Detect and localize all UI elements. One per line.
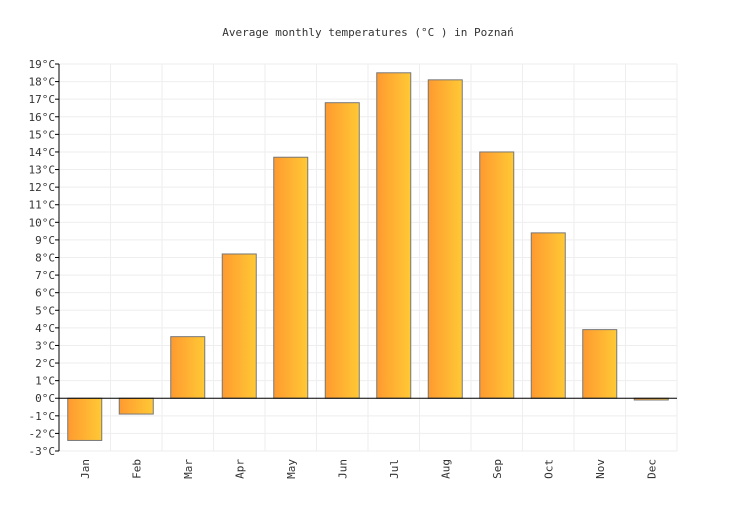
bar-mar bbox=[170, 336, 206, 399]
y-tick-label: 3°C bbox=[35, 339, 55, 352]
y-tick-label: 4°C bbox=[35, 322, 55, 335]
x-tick-label: Apr bbox=[233, 459, 246, 479]
y-tick-label: -3°C bbox=[29, 445, 56, 458]
bar-oct bbox=[530, 232, 566, 399]
y-tick-label: 13°C bbox=[29, 164, 56, 177]
y-tick-label: 1°C bbox=[35, 375, 55, 388]
bar-jul bbox=[376, 72, 412, 399]
y-tick-label: -2°C bbox=[29, 427, 56, 440]
y-tick-label: 19°C bbox=[29, 58, 56, 71]
y-tick-label: -1°C bbox=[29, 410, 56, 423]
y-tick-label: 8°C bbox=[35, 252, 55, 265]
x-tick-label: Dec bbox=[645, 459, 658, 479]
bar-jun bbox=[324, 102, 360, 399]
y-tick-label: 16°C bbox=[29, 111, 56, 124]
x-tick-label: Mar bbox=[182, 459, 195, 479]
bar-feb bbox=[118, 397, 154, 415]
y-tick-label: 14°C bbox=[29, 146, 56, 159]
y-tick-label: 7°C bbox=[35, 269, 55, 282]
x-tick-label: Nov bbox=[594, 459, 607, 479]
x-tick-label: Jan bbox=[79, 459, 92, 479]
bar-may bbox=[273, 156, 309, 399]
x-tick-label: Sep bbox=[491, 459, 504, 479]
y-tick-label: 15°C bbox=[29, 128, 56, 141]
y-tick-label: 11°C bbox=[29, 199, 56, 212]
bar-aug bbox=[427, 79, 463, 399]
x-tick-label: Aug bbox=[439, 459, 452, 479]
y-tick-label: 12°C bbox=[29, 181, 56, 194]
x-tick-label: Jul bbox=[388, 459, 401, 479]
y-tick-label: 10°C bbox=[29, 216, 56, 229]
y-tick-label: 18°C bbox=[29, 76, 56, 89]
x-tick-label: Oct bbox=[542, 459, 555, 479]
y-tick-label: 0°C bbox=[35, 392, 55, 405]
y-tick-label: 6°C bbox=[35, 287, 55, 300]
bar-apr bbox=[221, 253, 257, 399]
x-tick-label: May bbox=[285, 459, 298, 479]
y-tick-label: 9°C bbox=[35, 234, 55, 247]
bar-jan bbox=[67, 397, 103, 441]
bar-sep bbox=[479, 151, 515, 399]
x-tick-label: Jun bbox=[336, 459, 349, 479]
x-tick-label: Feb bbox=[130, 459, 143, 479]
bar-nov bbox=[582, 329, 618, 399]
chart-title: Average monthly temperatures (°C ) in Po… bbox=[222, 26, 513, 39]
y-tick-label: 2°C bbox=[35, 357, 55, 370]
y-tick-label: 5°C bbox=[35, 304, 55, 317]
y-tick-label: 17°C bbox=[29, 93, 56, 106]
